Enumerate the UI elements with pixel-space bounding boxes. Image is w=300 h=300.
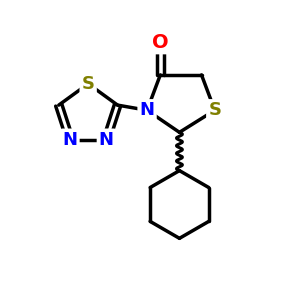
Text: N: N	[99, 131, 114, 149]
Text: S: S	[82, 75, 95, 93]
Text: N: N	[62, 131, 77, 149]
Text: S: S	[208, 101, 221, 119]
Text: N: N	[140, 101, 154, 119]
Text: O: O	[152, 33, 169, 52]
